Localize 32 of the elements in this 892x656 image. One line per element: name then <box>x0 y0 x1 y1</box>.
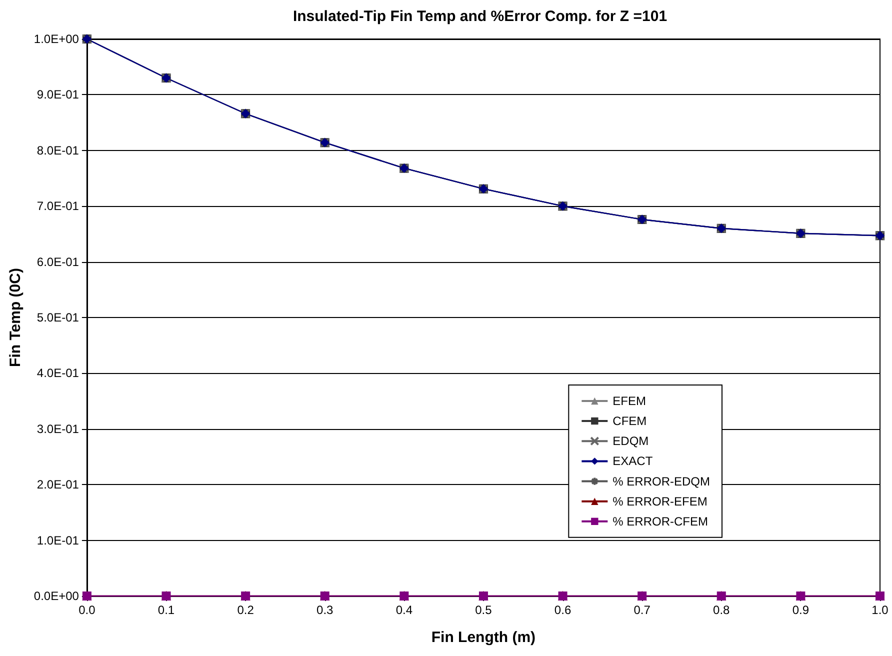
y-tick-label: 0.0E+00 <box>34 589 80 603</box>
y-tick-label: 3.0E-01 <box>36 422 80 436</box>
y-tick-label: 1.0E+00 <box>34 32 80 46</box>
x-tick-label: 0.3 <box>316 603 334 617</box>
x-tick-label: 0.4 <box>396 603 413 617</box>
x-tick-label: 0.2 <box>237 603 254 617</box>
legend-label: EDQM <box>612 434 649 448</box>
x-tick-label: 0.9 <box>792 603 810 617</box>
legend-label: % ERROR-EDQM <box>612 474 710 488</box>
y-axis-title: Fin Temp (0C) <box>7 268 24 367</box>
x-tick-label: 0.5 <box>475 603 492 617</box>
y-tick-label: 7.0E-01 <box>36 199 80 214</box>
legend-label: EXACT <box>612 454 654 468</box>
x-axis-title: Fin Length (m) <box>431 629 536 646</box>
y-tick-label: 5.0E-01 <box>36 310 80 324</box>
y-tick-label: 6.0E-01 <box>36 254 80 269</box>
y-tick-label: 2.0E-01 <box>36 478 80 492</box>
legend-label: % ERROR-CFEM <box>612 514 708 528</box>
chart-title: Insulated-Tip Fin Temp and %Error Comp. for Z =101 <box>292 8 668 25</box>
x-tick-label: 1.0 <box>872 603 889 617</box>
legend-label: % ERROR-EFEM <box>612 494 708 508</box>
legend-label: EFEM <box>612 394 646 408</box>
y-tick-label: 9.0E-01 <box>36 88 80 102</box>
x-tick-label: 0.6 <box>554 603 572 617</box>
x-tick-label: 0.0 <box>78 603 96 617</box>
y-tick-label: 8.0E-01 <box>36 143 80 158</box>
legend-label: CFEM <box>612 414 647 428</box>
y-tick-label: 1.0E-01 <box>36 533 80 548</box>
y-tick-label: 4.0E-01 <box>36 366 80 380</box>
x-tick-label: 0.7 <box>634 603 651 617</box>
x-tick-label: 0.8 <box>713 603 730 617</box>
x-tick-label: 0.1 <box>158 603 175 617</box>
